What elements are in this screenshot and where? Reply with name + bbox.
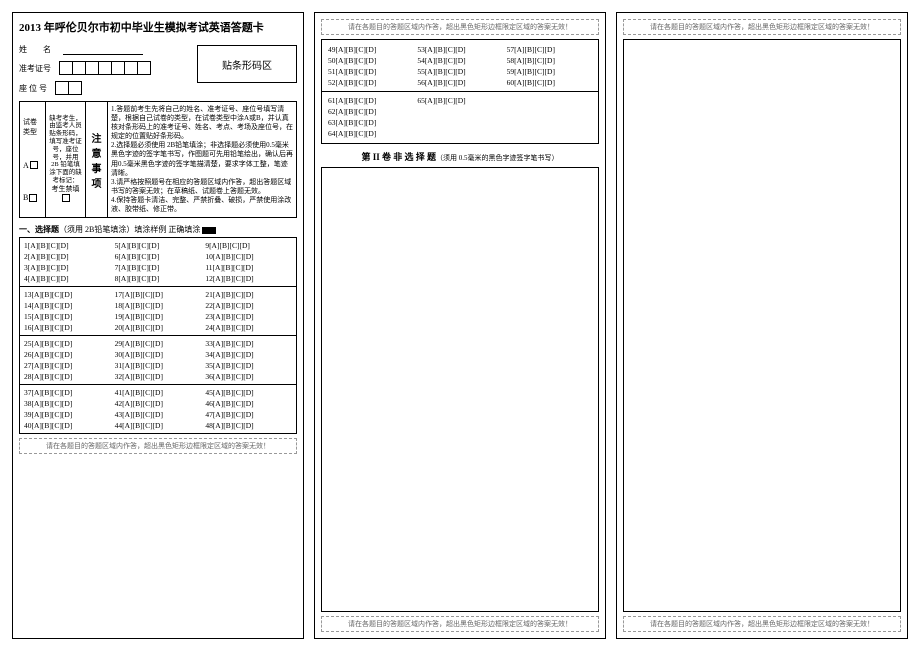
mc-item-5[interactable]: 5[A][B][C][D] — [113, 240, 204, 251]
mc-item-3[interactable]: 3[A][B][C][D] — [22, 262, 113, 273]
answer-area-2[interactable] — [623, 39, 901, 612]
mc-item-46[interactable]: 46[A][B][C][D] — [203, 398, 294, 409]
mc-item-20[interactable]: 20[A][B][C][D] — [113, 322, 204, 333]
mc-grid-2: 49[A][B][C][D]53[A][B][C][D]57[A][B][C][… — [321, 39, 599, 144]
mc-item-54[interactable]: 54[A][B][C][D] — [415, 55, 504, 66]
mc-item-36[interactable]: 36[A][B][C][D] — [203, 371, 294, 382]
doc-title: 2013 年呼伦贝尔市初中毕业生模拟考试英语答题卡 — [19, 19, 297, 35]
mc-item-15[interactable]: 15[A][B][C][D] — [22, 311, 113, 322]
mc-item-53[interactable]: 53[A][B][C][D] — [415, 44, 504, 55]
mc-item-43[interactable]: 43[A][B][C][D] — [113, 409, 204, 420]
mc-item-55[interactable]: 55[A][B][C][D] — [415, 66, 504, 77]
mc-item-21[interactable]: 21[A][B][C][D] — [203, 289, 294, 300]
mc-item-60[interactable]: 60[A][B][C][D] — [505, 77, 594, 88]
mc-item-11[interactable]: 11[A][B][C][D] — [203, 262, 294, 273]
mc-item-28[interactable]: 28[A][B][C][D] — [22, 371, 113, 382]
mc-item-65[interactable]: 65[A][B][C][D] — [415, 95, 504, 106]
mc-item-40[interactable]: 40[A][B][C][D] — [22, 420, 113, 431]
warning-bottom-2: 请在各题目的答题区域内作答，超出黑色矩形边框限定区域的答案无效！ — [321, 616, 599, 632]
mc-item-19[interactable]: 19[A][B][C][D] — [113, 311, 204, 322]
type-a[interactable]: A — [23, 161, 42, 170]
ticket-label: 准考证号 — [19, 63, 51, 74]
mc-item-51[interactable]: 51[A][B][C][D] — [326, 66, 415, 77]
mc-item-44[interactable]: 44[A][B][C][D] — [113, 420, 204, 431]
mc-item-12[interactable]: 12[A][B][C][D] — [203, 273, 294, 284]
panel-right: 请在各题目的答题区域内作答，超出黑色矩形边框限定区域的答案无效！ 请在各题目的答… — [616, 12, 908, 639]
mc-item-41[interactable]: 41[A][B][C][D] — [113, 387, 204, 398]
paper-type-col: 试卷类型 A B — [20, 102, 46, 217]
mc-item-50[interactable]: 50[A][B][C][D] — [326, 55, 415, 66]
mc-item-7[interactable]: 7[A][B][C][D] — [113, 262, 204, 273]
mc-item-52[interactable]: 52[A][B][C][D] — [326, 77, 415, 88]
seat-label: 座 位 号 — [19, 83, 47, 94]
warning-top-2: 请在各题目的答题区域内作答，超出黑色矩形边框限定区域的答案无效！ — [321, 19, 599, 35]
mc-item-63[interactable]: 63[A][B][C][D] — [326, 117, 415, 128]
mc-item-56[interactable]: 56[A][B][C][D] — [415, 77, 504, 88]
paper-type-label: 试卷类型 — [23, 117, 42, 137]
mc-item-58[interactable]: 58[A][B][C][D] — [505, 55, 594, 66]
mc-item-35[interactable]: 35[A][B][C][D] — [203, 360, 294, 371]
mc-item-23[interactable]: 23[A][B][C][D] — [203, 311, 294, 322]
mc-grid-1: 1[A][B][C][D]5[A][B][C][D]9[A][B][C][D] 2… — [19, 237, 297, 434]
mc-item-32[interactable]: 32[A][B][C][D] — [113, 371, 204, 382]
mc-item-16[interactable]: 16[A][B][C][D] — [22, 322, 113, 333]
mc-item-45[interactable]: 45[A][B][C][D] — [203, 387, 294, 398]
mc-item-57[interactable]: 57[A][B][C][D] — [505, 44, 594, 55]
mc-item-49[interactable]: 49[A][B][C][D] — [326, 44, 415, 55]
mc-item-62[interactable]: 62[A][B][C][D] — [326, 106, 415, 117]
mc-item-1[interactable]: 1[A][B][C][D] — [22, 240, 113, 251]
mc-item-9[interactable]: 9[A][B][C][D] — [203, 240, 294, 251]
barcode-area: 贴条形码区 — [197, 45, 297, 83]
mc-item-10[interactable]: 10[A][B][C][D] — [203, 251, 294, 262]
warning-bottom-3: 请在各题目的答题区域内作答，超出黑色矩形边框限定区域的答案无效！ — [623, 616, 901, 632]
mc-item-26[interactable]: 26[A][B][C][D] — [22, 349, 113, 360]
mc-item-22[interactable]: 22[A][B][C][D] — [203, 300, 294, 311]
seat-boxes[interactable] — [55, 81, 82, 95]
mc-item-25[interactable]: 25[A][B][C][D] — [22, 338, 113, 349]
type-b[interactable]: B — [23, 193, 42, 202]
mc-item-37[interactable]: 37[A][B][C][D] — [22, 387, 113, 398]
mc-item-8[interactable]: 8[A][B][C][D] — [113, 273, 204, 284]
section2-title: 第 II 卷 非 选 择 题（须用 0.5毫米的黑色字迹签字笔书写） — [321, 150, 599, 163]
mc-item-17[interactable]: 17[A][B][C][D] — [113, 289, 204, 300]
mc-item-18[interactable]: 18[A][B][C][D] — [113, 300, 204, 311]
mc-item-14[interactable]: 14[A][B][C][D] — [22, 300, 113, 311]
mc-item-31[interactable]: 31[A][B][C][D] — [113, 360, 204, 371]
mc-item-39[interactable]: 39[A][B][C][D] — [22, 409, 113, 420]
ticket-boxes[interactable] — [59, 61, 151, 75]
mc-item-34[interactable]: 34[A][B][C][D] — [203, 349, 294, 360]
mc-item-38[interactable]: 38[A][B][C][D] — [22, 398, 113, 409]
mc-item-48[interactable]: 48[A][B][C][D] — [203, 420, 294, 431]
mc-item-42[interactable]: 42[A][B][C][D] — [113, 398, 204, 409]
inst-left-text: 缺考考生，由监考人员贴条形码，填写准考证号，座位号，并用2B 铅笔填涂下面的缺考… — [46, 102, 86, 217]
notice-label: 注意事项 — [86, 102, 108, 217]
mc-item-4[interactable]: 4[A][B][C][D] — [22, 273, 113, 284]
mc-item-29[interactable]: 29[A][B][C][D] — [113, 338, 204, 349]
mc-item-64[interactable]: 64[A][B][C][D] — [326, 128, 415, 139]
section1-title: 一、选择题（须用 2B铅笔填涂）填涂样例 正确填涂 — [19, 224, 297, 235]
mc-item-59[interactable]: 59[A][B][C][D] — [505, 66, 594, 77]
instructions-text: 1.答题前考生先将自己的姓名、准考证号、座位号填写清楚，根据自己试卷的类型，在试… — [108, 102, 296, 217]
mc-item-47[interactable]: 47[A][B][C][D] — [203, 409, 294, 420]
mc-item-6[interactable]: 6[A][B][C][D] — [113, 251, 204, 262]
mc-item-27[interactable]: 27[A][B][C][D] — [22, 360, 113, 371]
panel-left: 2013 年呼伦贝尔市初中毕业生模拟考试英语答题卡 姓 名 贴条形码区 准考证号… — [12, 12, 304, 639]
mc-item-61[interactable]: 61[A][B][C][D] — [326, 95, 415, 106]
warning-bottom-1: 请在各题目的答题区域内作答，超出黑色矩形边框限定区域的答案无效！ — [19, 438, 297, 454]
mc-item-24[interactable]: 24[A][B][C][D] — [203, 322, 294, 333]
fill-example — [202, 227, 216, 234]
mc-item-13[interactable]: 13[A][B][C][D] — [22, 289, 113, 300]
name-field[interactable] — [63, 43, 143, 55]
warning-top-3: 请在各题目的答题区域内作答，超出黑色矩形边框限定区域的答案无效！ — [623, 19, 901, 35]
instructions-box: 试卷类型 A B 缺考考生，由监考人员贴条形码，填写准考证号，座位号，并用2B … — [19, 101, 297, 218]
name-label: 姓 名 — [19, 44, 55, 55]
seat-row: 座 位 号 — [19, 81, 297, 95]
answer-area-1[interactable] — [321, 167, 599, 612]
panel-middle: 请在各题目的答题区域内作答，超出黑色矩形边框限定区域的答案无效！ 49[A][B… — [314, 12, 606, 639]
mc-item-33[interactable]: 33[A][B][C][D] — [203, 338, 294, 349]
mc-item-2[interactable]: 2[A][B][C][D] — [22, 251, 113, 262]
mc-item-30[interactable]: 30[A][B][C][D] — [113, 349, 204, 360]
